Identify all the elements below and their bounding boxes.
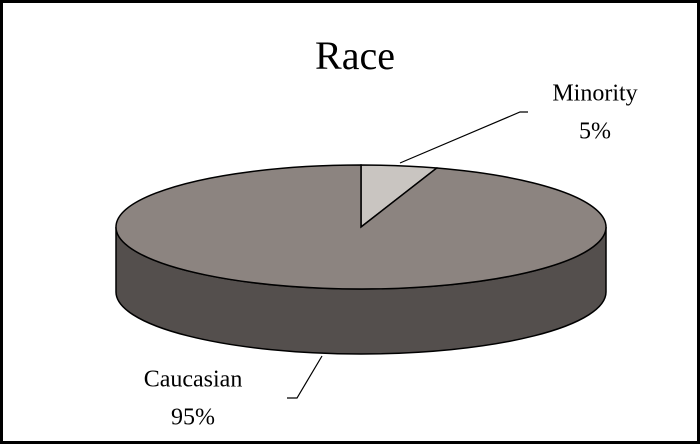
slice-label: Caucasian	[144, 367, 243, 393]
pie-slice	[115, 164, 607, 290]
leader-line	[399, 111, 528, 164]
leader-line	[287, 355, 323, 399]
chart-title: Race	[315, 33, 395, 78]
slice-label: Minority	[552, 81, 637, 107]
slice-value-label: 5%	[579, 119, 611, 145]
slice-value-label: 95%	[171, 405, 215, 431]
